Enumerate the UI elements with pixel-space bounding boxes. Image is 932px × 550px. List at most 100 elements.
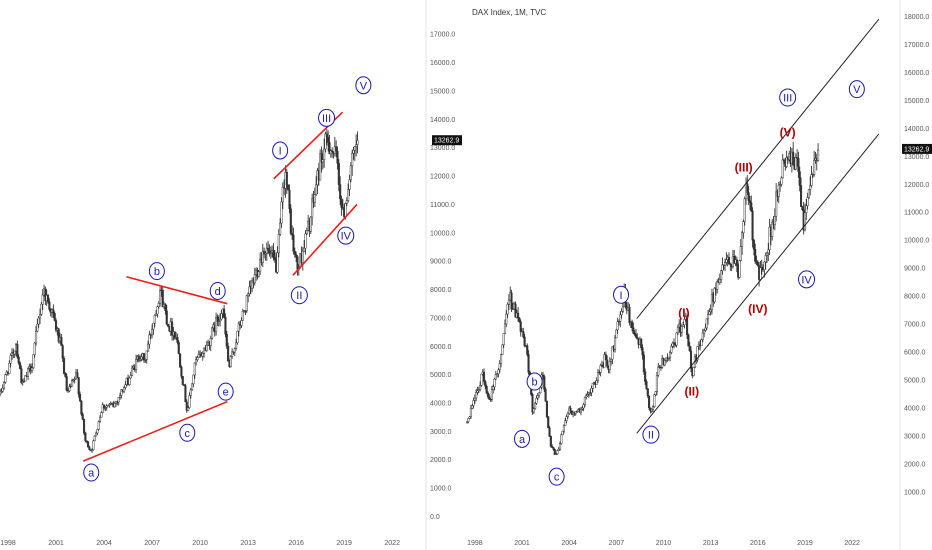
- candle-body: [497, 369, 500, 375]
- candle-body: [551, 446, 554, 448]
- candle-body: [105, 405, 108, 408]
- candle-body: [219, 318, 222, 322]
- wave-circle: [337, 226, 355, 245]
- candle-body: [224, 316, 227, 335]
- y-tick-label: 9000.0: [904, 266, 926, 273]
- candle-body: [123, 387, 126, 393]
- candle-body: [203, 347, 206, 354]
- candle-body: [688, 345, 691, 352]
- candle-body: [473, 397, 476, 401]
- wave-label: d: [215, 286, 221, 298]
- candle-body: [617, 321, 621, 323]
- candle-body: [201, 353, 204, 357]
- candle-body: [692, 366, 695, 376]
- y-tick-label: 2000.0: [904, 462, 926, 469]
- candle-body: [482, 371, 486, 382]
- candle-body: [259, 258, 262, 272]
- candle-body: [179, 353, 182, 368]
- candle-body: [648, 395, 651, 409]
- wave-label: (III): [735, 160, 753, 174]
- candle-body: [725, 259, 728, 263]
- x-tick-label: 1998: [467, 540, 483, 547]
- candle-body: [502, 333, 505, 346]
- candle-body: [304, 233, 307, 249]
- x-tick-label: 2019: [797, 540, 813, 547]
- candle-body: [759, 267, 762, 280]
- candle-body: [176, 336, 179, 343]
- candle-body: [667, 356, 670, 359]
- y-tick-label: 10000.0: [430, 230, 455, 237]
- candle-body: [145, 350, 148, 360]
- candle-body: [514, 303, 517, 318]
- current-price-label: 13262.9: [904, 146, 929, 153]
- wave-circle: [290, 286, 308, 305]
- wave-label: (V): [780, 126, 796, 140]
- x-tick-label: 2007: [144, 540, 160, 547]
- candle-body: [331, 150, 334, 152]
- candle-body: [22, 380, 26, 382]
- candle-body: [587, 392, 590, 395]
- candle-body: [501, 344, 504, 355]
- wave-circle: [355, 76, 372, 95]
- candle-body: [21, 381, 24, 383]
- x-tick-label: 2022: [844, 540, 860, 547]
- candle-body: [742, 221, 745, 234]
- candle-body: [615, 329, 618, 339]
- candle-body: [809, 185, 812, 190]
- candle-body: [595, 380, 598, 385]
- channel-line: [636, 18, 880, 319]
- candle-body: [273, 257, 276, 260]
- wave-circle: [779, 88, 797, 107]
- candle-body: [143, 353, 146, 361]
- candle-body: [755, 261, 758, 263]
- candle-body: [680, 326, 683, 333]
- wave-circle: [848, 80, 865, 99]
- candle-body: [356, 140, 359, 145]
- wave-circle: [217, 382, 234, 401]
- x-tick-label: 2010: [192, 540, 208, 547]
- candle-body: [748, 200, 752, 203]
- candle-body: [26, 368, 30, 377]
- candle-body: [348, 179, 351, 190]
- candle-body: [670, 346, 673, 353]
- candle-body: [613, 337, 617, 350]
- wave-label: I: [620, 290, 623, 302]
- candle-body: [293, 251, 296, 255]
- candle-body: [347, 189, 350, 202]
- wave-label: (I): [678, 306, 689, 320]
- candle-body: [69, 386, 72, 388]
- candle-body: [268, 250, 271, 254]
- candle-body: [292, 234, 295, 252]
- candle-body: [96, 429, 99, 434]
- candle-body: [233, 348, 236, 353]
- candle-body: [799, 185, 803, 207]
- candle-body: [534, 402, 537, 409]
- candle-body: [81, 413, 84, 420]
- candle-body: [13, 350, 16, 355]
- candle-body: [716, 281, 719, 290]
- candle-body: [165, 310, 168, 325]
- current-price-label: 13262.9: [434, 138, 459, 145]
- candle-body: [655, 374, 658, 392]
- candle-body: [195, 359, 198, 364]
- candle-body: [752, 239, 755, 250]
- candle-body: [104, 407, 107, 409]
- candle-body: [2, 382, 6, 389]
- candle-body: [151, 328, 154, 336]
- y-tick-label: 15000.0: [430, 88, 455, 95]
- candle-body: [57, 328, 60, 342]
- candle-body: [216, 316, 219, 322]
- candle-body: [1, 387, 4, 392]
- candle-body: [671, 342, 674, 347]
- candle-body: [476, 390, 479, 393]
- wave-label: II: [648, 430, 654, 442]
- candle-body: [480, 373, 483, 386]
- candle-body: [135, 358, 138, 371]
- candle-body: [191, 383, 194, 391]
- candle-body: [277, 234, 280, 253]
- candle-body: [53, 313, 56, 321]
- wave-label: c: [554, 472, 560, 484]
- candle-body: [161, 289, 164, 308]
- candle-body: [646, 388, 649, 397]
- candle-body: [727, 257, 731, 265]
